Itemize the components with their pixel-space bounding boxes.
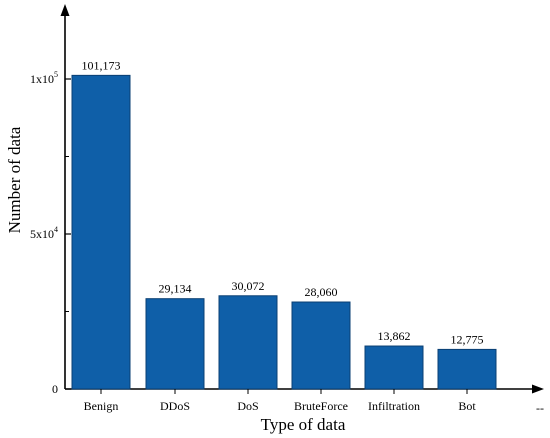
bar-value-label: 29,134 xyxy=(159,282,192,296)
bar-bruteforce xyxy=(291,301,351,390)
x-ticks xyxy=(100,389,468,394)
y-axis-arrow xyxy=(60,4,70,16)
bar-value-label: 30,072 xyxy=(232,279,265,293)
x-tick-label: Infiltration xyxy=(368,399,420,413)
x-axis-arrow xyxy=(532,384,544,394)
bar-ddos xyxy=(145,298,205,390)
bar-infiltration xyxy=(364,345,424,390)
x-tick-label: DoS xyxy=(237,399,258,413)
y-ticks: 0 5x104 1x105 xyxy=(30,70,71,396)
x-tick-label: Benign xyxy=(84,399,119,413)
category-labels: Benign DDoS DoS BruteForce Infiltration Bot xyxy=(84,399,477,413)
y-tick-label: 0 xyxy=(52,382,58,396)
bar-value-label: 28,060 xyxy=(305,285,338,299)
bar-dos xyxy=(218,295,278,390)
bar-value-labels: 101,173 29,134 30,072 28,060 13,862 12,775 xyxy=(82,58,484,346)
y-axis-title: Number of data xyxy=(5,126,24,233)
x-tick-label: DDoS xyxy=(160,399,190,413)
y-tick-label: 1x105 xyxy=(30,70,58,86)
bars xyxy=(71,74,497,390)
x-axis-end-label: -- xyxy=(536,401,544,415)
bar-value-label: 12,775 xyxy=(451,332,484,346)
bar-benign xyxy=(71,74,131,390)
x-tick-label: Bot xyxy=(458,399,476,413)
y-tick-label: 5x104 xyxy=(30,225,58,241)
bar-value-label: 101,173 xyxy=(82,58,121,72)
x-tick-label: BruteForce xyxy=(294,399,348,413)
bar-value-label: 13,862 xyxy=(378,329,411,343)
bar-bot xyxy=(437,348,497,390)
x-axis-title: Type of data xyxy=(261,415,346,434)
